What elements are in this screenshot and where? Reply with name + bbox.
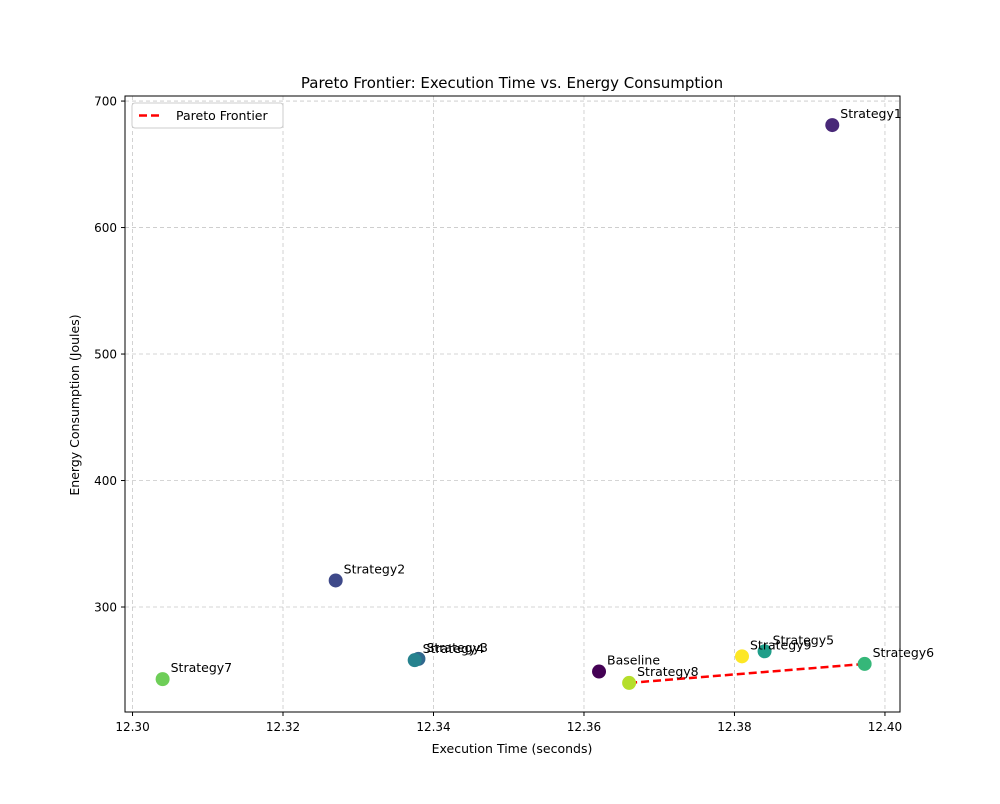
data-point-strategy5[interactable]	[757, 644, 772, 659]
data-point-strategy1[interactable]	[825, 118, 840, 133]
point-label-strategy1: Strategy1	[840, 106, 902, 121]
x-tick-label: 12.40	[868, 720, 902, 734]
data-point-strategy7[interactable]	[155, 672, 170, 687]
pareto-frontier-line	[629, 662, 865, 685]
y-tick-label: 400	[94, 474, 117, 488]
x-tick-label: 12.32	[266, 720, 300, 734]
data-point-strategy9[interactable]	[734, 649, 749, 664]
point-label-baseline: Baseline	[607, 653, 660, 668]
y-tick-label: 300	[94, 601, 117, 615]
point-label-strategy8: Strategy8	[637, 664, 699, 679]
x-tick-label: 12.38	[717, 720, 751, 734]
chart-title: Pareto Frontier: Execution Time vs. Ener…	[301, 74, 723, 92]
y-axis-label: Energy Consumption (Joules)	[67, 314, 82, 495]
point-label-strategy9: Strategy9	[750, 637, 812, 652]
axis-ticks: 12.30 12.32 12.34 12.36 12.38 12.40 300 400 500 6…	[94, 95, 902, 734]
point-label-strategy5: Strategy5	[773, 632, 835, 647]
legend-pareto-label: Pareto Frontier	[176, 108, 268, 123]
x-axis-label: Execution Time (seconds)	[432, 741, 593, 756]
data-point-strategy2[interactable]	[328, 573, 343, 588]
data-point-baseline[interactable]	[592, 664, 607, 679]
legend: Pareto Frontier	[131, 102, 284, 129]
point-label-strategy7: Strategy7	[171, 660, 233, 675]
pareto-frontier-layer	[629, 662, 865, 685]
y-tick-label: 600	[94, 221, 117, 235]
data-points	[155, 118, 872, 690]
grid-lines	[125, 96, 900, 712]
point-label-strategy2: Strategy2	[344, 561, 406, 576]
data-point-strategy6[interactable]	[857, 656, 872, 671]
legend-box	[131, 102, 284, 129]
point-labels: BaselineStrategy1Strategy2Strategy3Strat…	[171, 106, 935, 679]
point-label-strategy4: Strategy4	[423, 641, 485, 656]
data-point-strategy8[interactable]	[622, 675, 637, 690]
point-label-strategy6: Strategy6	[873, 645, 935, 660]
data-point-strategy4[interactable]	[407, 653, 422, 668]
plot-area-frame	[124, 95, 901, 713]
x-tick-label: 12.30	[115, 720, 149, 734]
x-tick-label: 12.36	[567, 720, 601, 734]
point-label-strategy3: Strategy3	[426, 640, 488, 655]
x-tick-label: 12.34	[416, 720, 450, 734]
y-tick-label: 500	[94, 348, 117, 362]
y-tick-label: 700	[94, 95, 117, 109]
